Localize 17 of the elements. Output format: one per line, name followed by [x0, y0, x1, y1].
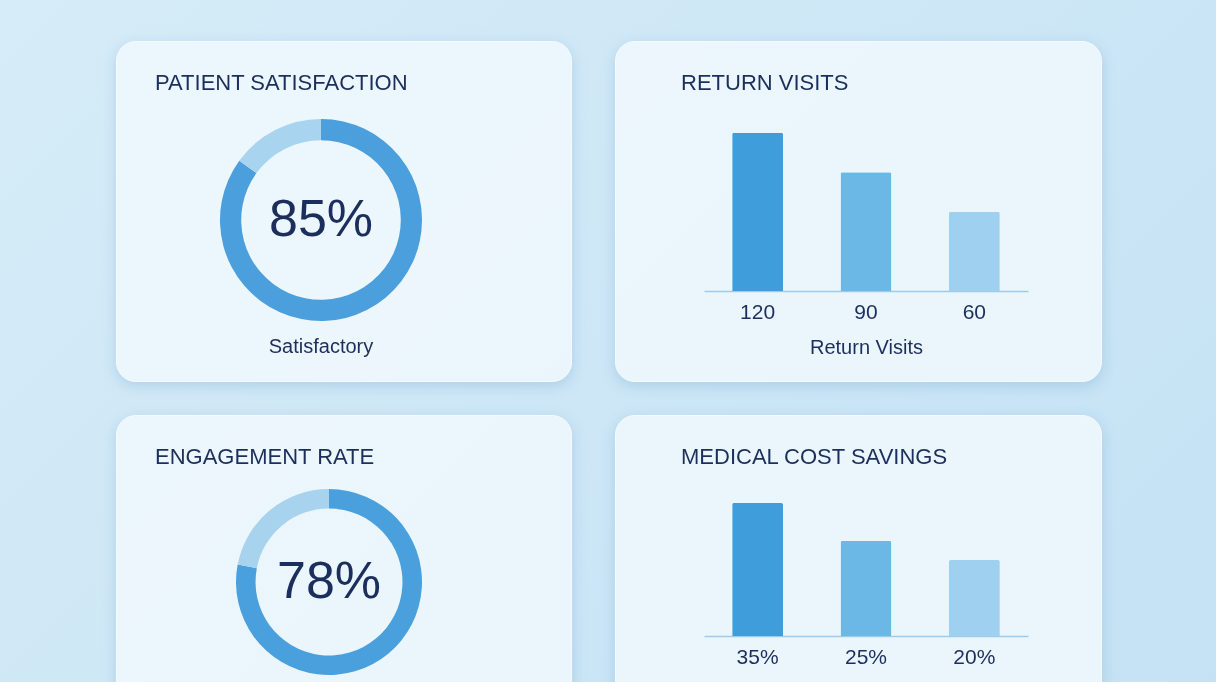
chart-title: PATIENT SATISFACTION [155, 70, 408, 95]
data-label: 35% [736, 645, 779, 668]
data-label: 120 [740, 300, 776, 323]
data-label: 20% [953, 645, 996, 668]
data-label: 90 [854, 300, 878, 323]
data-label: 60 [962, 300, 987, 323]
x-axis-title: Return Visits [809, 335, 924, 358]
donut-slice [236, 489, 422, 675]
text: Satisfactory [268, 335, 374, 357]
donut-slice [239, 119, 321, 174]
chart-title: ENGAGEMENT RATE [155, 444, 375, 469]
text: 78% [276, 551, 382, 609]
chart-title: RETURN VISITS [681, 70, 849, 95]
donut-slice [220, 119, 422, 321]
chart-title: MEDICAL COST SAVINGS [681, 444, 948, 469]
text: 85% [268, 189, 374, 247]
data-label: 25% [844, 645, 888, 668]
